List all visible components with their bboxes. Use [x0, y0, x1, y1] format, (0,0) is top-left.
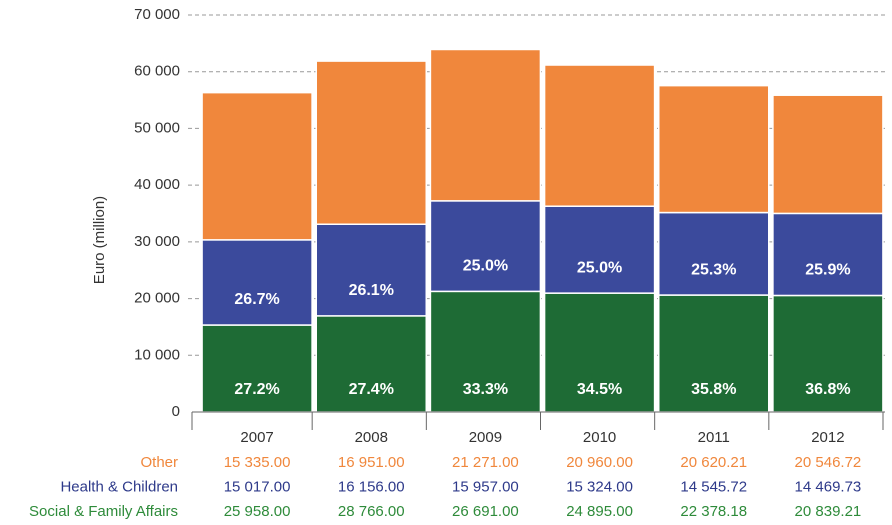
bar-segment — [429, 290, 542, 413]
bar-segment — [201, 324, 313, 413]
table-value: 20 839.21 — [795, 503, 862, 520]
share-label: 25.0% — [577, 259, 622, 276]
table-value: 20 960.00 — [566, 454, 633, 471]
row-label: Health & Children — [60, 478, 178, 495]
share-label: 35.8% — [691, 381, 736, 398]
table-value: 24 895.00 — [566, 503, 633, 520]
bar-segment — [201, 91, 313, 241]
bar-segment — [201, 239, 313, 326]
y-axis-title: Euro (million) — [91, 196, 108, 284]
y-tick-label: 0 — [172, 403, 180, 420]
y-tick-label: 20 000 — [134, 290, 180, 307]
bar-segment — [315, 315, 427, 413]
bar-segment — [543, 64, 656, 207]
table-value: 15 017.00 — [224, 478, 291, 495]
bar-segment — [772, 212, 884, 297]
y-tick-label: 60 000 — [134, 63, 180, 80]
table-value: 14 545.72 — [680, 478, 747, 495]
table-value: 16 951.00 — [338, 454, 405, 471]
share-label: 25.3% — [691, 261, 736, 278]
share-label: 26.1% — [349, 282, 394, 299]
bar-segment — [315, 60, 427, 225]
bar-segment — [658, 211, 770, 296]
y-tick-label: 50 000 — [134, 119, 180, 136]
x-tick-label: 2009 — [469, 429, 502, 446]
y-tick-label: 30 000 — [134, 233, 180, 250]
x-tick-label: 2010 — [583, 429, 616, 446]
x-tick-label: 2012 — [811, 429, 844, 446]
share-label: 26.7% — [234, 291, 279, 308]
share-label: 33.3% — [463, 381, 508, 398]
row-label: Social & Family Affairs — [29, 503, 178, 520]
share-label: 34.5% — [577, 381, 622, 398]
bar-segment — [658, 84, 770, 214]
bar-segment — [543, 205, 656, 294]
y-tick-label: 70 000 — [134, 6, 180, 23]
y-tick-label: 10 000 — [134, 346, 180, 363]
table-value: 15 335.00 — [224, 454, 291, 471]
bar-segment — [772, 294, 884, 413]
table-value: 20 546.72 — [795, 454, 862, 471]
bar-segment — [772, 94, 884, 215]
share-label: 25.0% — [463, 258, 508, 275]
share-label: 27.4% — [349, 381, 394, 398]
row-label: Other — [140, 454, 178, 471]
x-tick-label: 2011 — [698, 429, 730, 446]
x-tick-label: 2008 — [355, 429, 388, 446]
table-value: 14 469.73 — [795, 478, 862, 495]
table-value: 25 958.00 — [224, 503, 291, 520]
table-value: 22 378.18 — [680, 503, 747, 520]
y-tick-label: 40 000 — [134, 176, 180, 193]
table-value: 20 620.21 — [680, 454, 747, 471]
table-value: 15 957.00 — [452, 478, 519, 495]
bar-segment — [429, 200, 542, 293]
share-label: 27.2% — [234, 381, 279, 398]
table-value: 21 271.00 — [452, 454, 519, 471]
table-value: 15 324.00 — [566, 478, 633, 495]
table-value: 16 156.00 — [338, 478, 405, 495]
table-value: 26 691.00 — [452, 503, 519, 520]
share-label: 25.9% — [805, 262, 850, 279]
table-value: 28 766.00 — [338, 503, 405, 520]
bar-segment — [315, 223, 427, 317]
bar-segment — [429, 48, 542, 202]
share-label: 36.8% — [805, 381, 850, 398]
bar-segment — [658, 294, 770, 413]
x-tick-label: 2007 — [240, 429, 273, 446]
